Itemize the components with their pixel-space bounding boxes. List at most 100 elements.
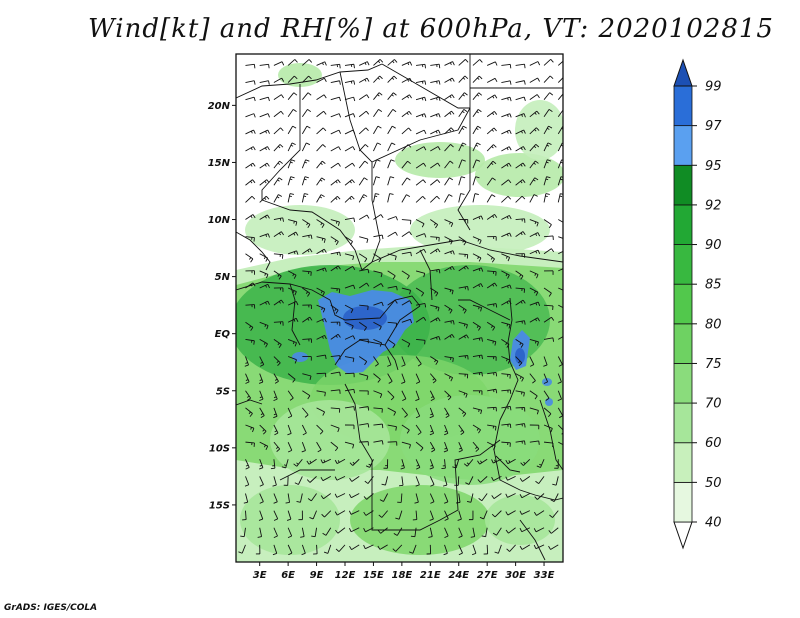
wind-barb [302, 390, 311, 400]
wind-barb [273, 127, 284, 135]
latitude-axis: 20N 15N 10N 5N EQ 5S 10S 15S [208, 101, 236, 511]
wind-barb [472, 176, 480, 186]
wind-barb [387, 321, 398, 328]
wind-barb [245, 236, 255, 242]
wind-barb [430, 336, 441, 341]
wind-barb [529, 390, 538, 400]
border-line [236, 231, 271, 271]
wind-barb [430, 317, 441, 323]
wind-barb [344, 388, 355, 394]
wind-barb [501, 113, 512, 118]
wind-barb [245, 373, 250, 384]
wind-barb [458, 125, 467, 135]
border-line [371, 107, 471, 163]
wind-barb [429, 407, 434, 419]
wind-barb [472, 371, 483, 377]
wind-barb [316, 354, 327, 360]
wind-barb [245, 146, 256, 152]
wind-barb [483, 544, 489, 555]
wind-barb [363, 527, 374, 533]
wind-barb [373, 253, 382, 263]
wind-barb [344, 96, 356, 102]
wind-barb [363, 510, 374, 516]
wind-barb [472, 92, 483, 100]
wind-barb [259, 493, 264, 504]
lat-tick-label: EQ [215, 329, 231, 340]
wind-barb [458, 75, 469, 83]
wind-barb [470, 527, 476, 538]
wind-barb [287, 441, 293, 453]
wind-barb [442, 476, 448, 487]
wind-barb [529, 177, 539, 186]
wind-barb [259, 476, 264, 487]
wind-barb [494, 544, 502, 554]
wind-barb [330, 441, 339, 452]
wind-barb [259, 459, 264, 470]
wind-barb [529, 317, 541, 323]
wind-barb [543, 219, 552, 229]
wind-barb [543, 92, 554, 100]
wind-barb [515, 390, 525, 397]
wind-barb [358, 144, 369, 152]
wind-barb [244, 476, 250, 487]
wind-barb [472, 215, 484, 220]
border-line [499, 297, 519, 421]
wind-barb [472, 59, 483, 66]
wind-barb [259, 129, 270, 135]
wind-barb [415, 390, 420, 402]
wind-barb [401, 441, 411, 449]
wind-barb [515, 339, 524, 348]
wind-barb [487, 303, 498, 308]
wind-barb [492, 527, 502, 536]
wind-barb [302, 75, 312, 83]
wind-barb [320, 475, 331, 482]
wind-barb [481, 527, 488, 538]
wind-barb [273, 493, 278, 504]
wind-barb [330, 424, 340, 433]
border-line [279, 469, 335, 481]
wind-barb [344, 162, 356, 169]
wind-barb [501, 270, 510, 279]
rh-area-light [240, 485, 340, 555]
colorbar-label: 85 [705, 278, 722, 293]
rh-area-blue [292, 352, 308, 362]
wind-barb [557, 77, 563, 83]
wind-barb [259, 339, 268, 348]
wind-barb [285, 493, 290, 504]
wind-barb [515, 373, 524, 382]
wind-barb [458, 159, 466, 169]
wind-barb [287, 109, 297, 118]
wind-barb [373, 234, 384, 240]
wind-barb [458, 373, 469, 379]
wind-barb [458, 334, 469, 340]
wind-barb [543, 356, 548, 367]
wind-barb [501, 162, 512, 169]
wind-barb [373, 338, 383, 347]
wind-barb [401, 300, 413, 306]
wind-barb [298, 510, 303, 521]
wind-barb [294, 476, 303, 485]
wind-barb [430, 63, 441, 69]
wind-barb [316, 441, 322, 453]
wind-barb [296, 493, 303, 503]
wind-barb [458, 59, 469, 66]
wind-barb [401, 77, 413, 83]
border-line [495, 455, 521, 473]
wind-barb [373, 108, 383, 118]
wind-barb [301, 193, 309, 203]
wind-barb [443, 441, 449, 453]
wind-barb [330, 333, 341, 340]
lon-tick-label: 21E [420, 570, 441, 581]
wind-barb [444, 144, 454, 152]
wind-barb [415, 248, 427, 255]
wind-barb [429, 195, 440, 203]
wind-barb [377, 544, 388, 550]
wind-barb [491, 475, 502, 482]
wind-barb [240, 527, 246, 538]
wind-barb [273, 110, 284, 118]
wind-barb [444, 219, 454, 227]
wind-barb [258, 373, 264, 384]
wind-barb [444, 250, 455, 255]
wind-barb [245, 338, 255, 345]
wind-barb [444, 177, 454, 186]
